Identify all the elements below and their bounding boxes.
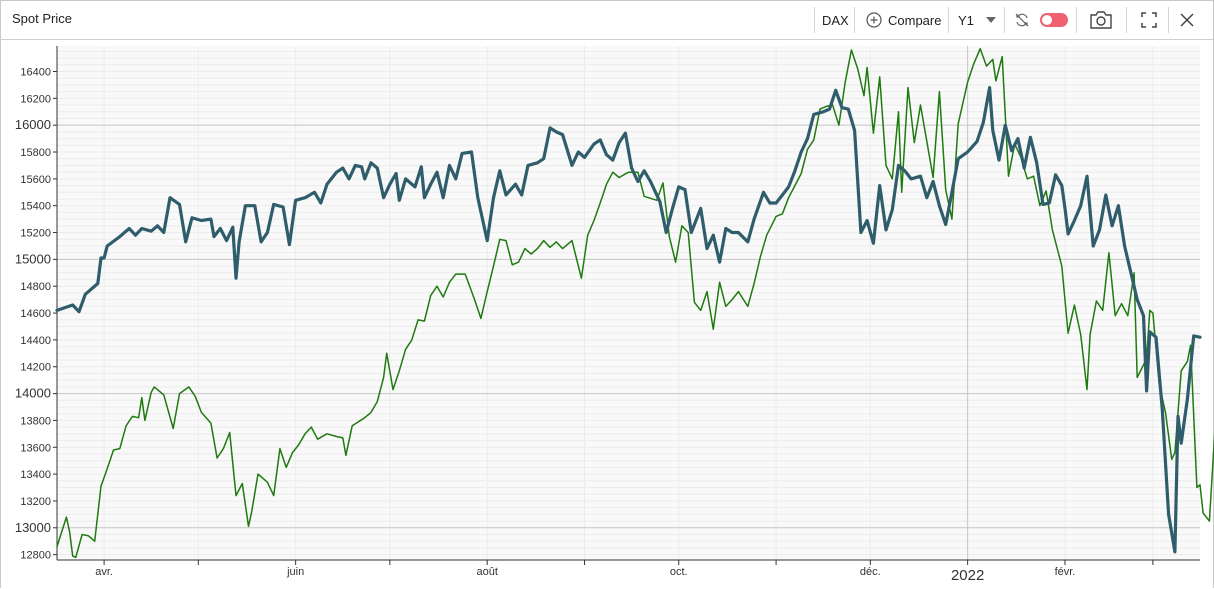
chart-toolbar: Spot Price DAX Compare Y1 bbox=[0, 0, 1214, 40]
fullscreen-icon bbox=[1141, 12, 1157, 28]
y-tick-label: 14600 bbox=[20, 308, 51, 320]
y-tick-label: 15800 bbox=[20, 147, 51, 159]
toolbar-divider bbox=[1126, 7, 1127, 33]
compare-button[interactable]: Compare bbox=[866, 0, 941, 40]
index-selector[interactable]: DAX bbox=[822, 12, 849, 28]
close-icon bbox=[1180, 13, 1194, 27]
x-tick-label: août bbox=[476, 566, 497, 578]
plot-area bbox=[57, 46, 1200, 560]
series-line-compare bbox=[56, 47, 1214, 559]
y-tick-label: 13600 bbox=[20, 442, 51, 454]
screenshot-button[interactable] bbox=[1086, 0, 1116, 40]
toolbar-divider bbox=[814, 7, 815, 33]
close-button[interactable] bbox=[1172, 0, 1202, 40]
y-tick-label: 13200 bbox=[20, 496, 51, 508]
y-tick-label: 16400 bbox=[20, 66, 51, 78]
period-selector[interactable]: Y1 bbox=[958, 0, 996, 40]
camera-icon bbox=[1089, 10, 1113, 30]
chart-title: Spot Price bbox=[12, 11, 72, 26]
period-label: Y1 bbox=[958, 12, 974, 28]
x-tick-label: avr. bbox=[95, 566, 113, 578]
y-tick-label: 15600 bbox=[20, 174, 51, 186]
y-tick-label: 14200 bbox=[20, 362, 51, 374]
toolbar-divider bbox=[1076, 7, 1077, 33]
y-tick-label: 16000 bbox=[15, 117, 51, 132]
x-tick-label: févr. bbox=[1055, 566, 1076, 578]
y-tick-label: 12800 bbox=[20, 550, 51, 562]
y-tick-label: 13400 bbox=[20, 469, 51, 481]
x-tick-label: 2022 bbox=[951, 567, 984, 584]
y-tick-label: 13000 bbox=[15, 520, 51, 535]
toolbar-divider bbox=[854, 7, 855, 33]
toolbar-divider bbox=[1168, 7, 1169, 33]
x-tick-label: juin bbox=[286, 566, 304, 578]
y-tick-label: 16200 bbox=[20, 93, 51, 105]
toolbar-divider bbox=[1004, 7, 1005, 33]
compare-label: Compare bbox=[888, 12, 942, 28]
dropdown-caret-icon bbox=[985, 17, 996, 23]
spot-price-chart: 12800 13000 13200 13400 13600 13800 14000 14200… bbox=[15, 46, 1214, 584]
series-line-dax bbox=[55, 86, 1202, 554]
toggle-switch[interactable] bbox=[1037, 0, 1071, 40]
fullscreen-button[interactable] bbox=[1134, 0, 1164, 40]
y-tick-label: 13800 bbox=[20, 415, 51, 427]
compare-plus-icon bbox=[866, 12, 882, 28]
y-tick-label: 14800 bbox=[20, 281, 51, 293]
refresh-off-icon bbox=[1014, 12, 1030, 28]
y-tick-label: 15000 bbox=[15, 251, 51, 266]
y-tick-label: 14400 bbox=[20, 335, 51, 347]
y-tick-label: 15400 bbox=[20, 201, 51, 213]
toolbar-divider bbox=[948, 7, 949, 33]
y-tick-label: 14000 bbox=[15, 386, 51, 401]
refresh-off-button[interactable] bbox=[1007, 0, 1037, 40]
x-tick-label: oct. bbox=[670, 566, 688, 578]
x-tick-label: déc. bbox=[860, 566, 881, 578]
y-tick-label: 15200 bbox=[20, 228, 51, 240]
